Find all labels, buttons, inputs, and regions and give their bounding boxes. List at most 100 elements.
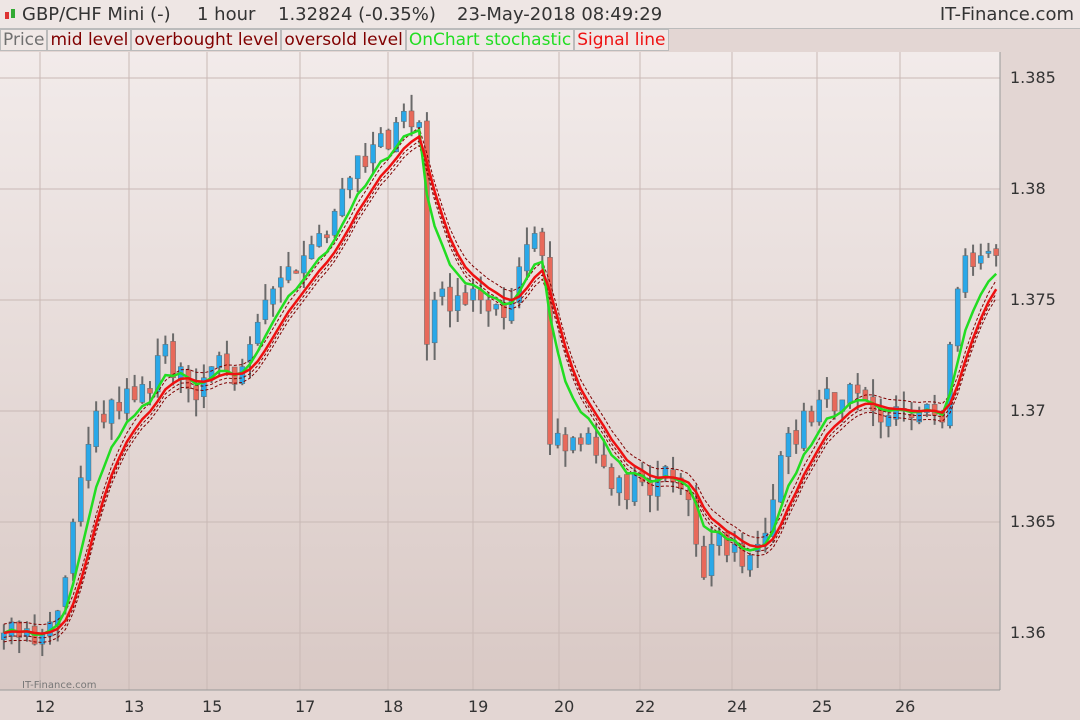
candle-body [462,292,469,305]
y-tick-label: 1.365 [1010,512,1056,531]
candle-body [539,231,546,256]
candle-body [954,288,961,347]
candle-body [785,432,792,457]
candle-body [254,321,261,344]
candle-body [547,257,553,445]
candle-body [831,392,838,412]
y-tick-label: 1.38 [1010,179,1046,198]
candle-body [116,401,122,412]
candle-body [362,155,369,168]
candle-body [708,543,715,576]
candle-body [401,111,407,122]
x-tick-label: 24 [727,697,748,716]
candle-body [847,384,853,404]
candle-body [801,410,807,449]
candle-body [108,399,115,424]
candle-body [316,233,322,247]
candle-body [701,545,707,578]
candle-body [601,454,607,467]
candle-body [270,288,276,305]
stochastic-line [3,128,998,637]
x-tick-label: 18 [383,697,404,716]
mid-level-line [3,140,997,639]
legend-signal-line[interactable]: Signal line [574,29,669,51]
candle-body [993,248,999,256]
candle-body [278,277,284,288]
candle-body [193,385,199,401]
candle-body [385,129,392,150]
timeframe: 1 hour [197,4,256,25]
candle-body [354,155,361,179]
chart-header: GBP/CHF Mini (-) 1 hour 1.32824 (-0.35%)… [0,0,1080,29]
candle-body [562,434,569,452]
candle-body [224,353,230,372]
candlestick-icon [5,9,15,19]
candle-body [962,255,969,293]
candle-body [378,133,384,147]
watermark: IT-Finance.com [22,680,97,691]
candle-body [885,415,892,427]
candle-body [731,543,738,553]
candle-body [424,120,430,345]
candle-body [393,122,399,153]
x-tick-label: 19 [468,697,489,716]
candle-body [339,188,346,216]
legend-oversold-level[interactable]: oversold level [281,29,406,51]
candle-body [739,543,746,567]
y-tick-label: 1.375 [1010,290,1056,309]
candle-body [970,252,976,267]
candle-body [493,304,499,310]
candle-body [824,388,830,400]
candle-body [608,467,615,489]
candle-body [16,621,22,638]
candle-body [101,413,107,423]
candle-body [201,377,207,397]
candle-body [131,386,138,401]
legend: Price mid level overbought level oversol… [0,29,669,51]
legend-overbought-level[interactable]: overbought level [131,29,282,51]
brand: IT-Finance.com [939,4,1074,25]
y-tick-label: 1.385 [1010,68,1056,87]
candle-body [501,304,507,319]
candle-body [978,255,984,264]
candle-body [578,437,584,445]
candle-body [724,532,730,556]
x-tick-label: 26 [895,697,916,716]
x-tick-label: 22 [635,697,656,716]
candle-body [431,299,438,344]
candle-body [347,177,353,191]
candle-body [170,341,176,378]
candle-body [616,477,622,494]
candle-body [447,286,453,312]
x-tick-label: 13 [124,697,145,716]
y-tick-label: 1.36 [1010,623,1046,642]
candle-body [139,384,146,403]
x-tick-label: 12 [35,697,56,716]
candle-body [554,432,561,446]
plot-area [0,52,1000,690]
candle-body [485,299,492,312]
candle-body [439,288,446,297]
legend-price[interactable]: Price [0,29,48,51]
candle-body [324,234,330,239]
candle-body [239,366,246,384]
candle-body [631,472,638,503]
candle-body [570,437,576,451]
candle-body [778,455,784,503]
candle-body [793,430,799,445]
candle-body [408,110,415,128]
legend-stochastic[interactable]: OnChart stochastic [405,29,575,51]
legend-mid-level[interactable]: mid level [47,29,132,51]
candle-body [524,244,530,272]
oversold-level-line [3,144,997,644]
quote: 1.32824 (-0.35%) [278,4,436,25]
candle-body [308,244,315,259]
candle-body [293,270,299,274]
candle-body [70,521,76,574]
candle-body [693,498,699,545]
candle-body [331,210,338,236]
candle-body [470,288,476,301]
candle-body [816,399,822,423]
signal-line [3,134,998,635]
